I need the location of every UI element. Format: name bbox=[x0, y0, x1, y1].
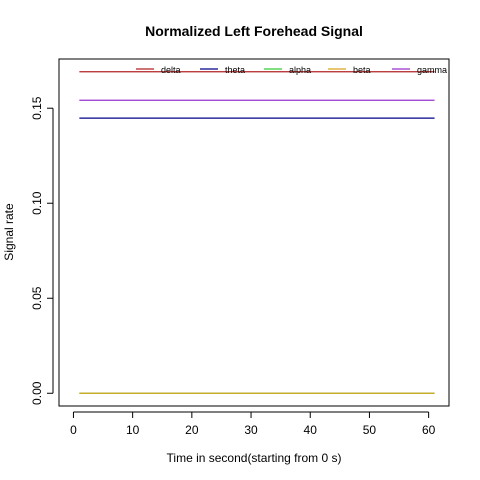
legend-label-beta: beta bbox=[353, 65, 371, 75]
y-tick-label: 0.05 bbox=[30, 286, 44, 310]
y-axis-label: Signal rate bbox=[2, 203, 16, 261]
x-tick-label: 10 bbox=[126, 423, 140, 437]
legend: delta theta alpha beta gamma bbox=[136, 65, 447, 75]
chart-title: Normalized Left Forehead Signal bbox=[145, 23, 363, 39]
legend-label-alpha: alpha bbox=[289, 65, 311, 75]
y-tick-label: 0.15 bbox=[30, 96, 44, 120]
x-axis: 0 10 20 30 40 50 60 bbox=[70, 411, 436, 437]
x-axis-label: Time in second(starting from 0 s) bbox=[167, 451, 342, 465]
plot-frame bbox=[58, 58, 450, 407]
x-tick-label: 40 bbox=[304, 423, 318, 437]
x-tick-label: 60 bbox=[422, 423, 436, 437]
x-tick-label: 20 bbox=[185, 423, 199, 437]
y-tick-label: 0.00 bbox=[30, 381, 44, 405]
y-tick-label: 0.10 bbox=[30, 191, 44, 215]
series-layer bbox=[79, 71, 435, 394]
x-tick-label: 50 bbox=[363, 423, 377, 437]
y-axis: 0.00 0.05 0.10 0.15 bbox=[30, 96, 54, 405]
x-tick-label: 0 bbox=[70, 423, 77, 437]
x-tick-label: 30 bbox=[244, 423, 258, 437]
legend-label-delta: delta bbox=[161, 65, 181, 75]
legend-label-theta: theta bbox=[225, 65, 245, 75]
legend-label-gamma: gamma bbox=[417, 65, 447, 75]
